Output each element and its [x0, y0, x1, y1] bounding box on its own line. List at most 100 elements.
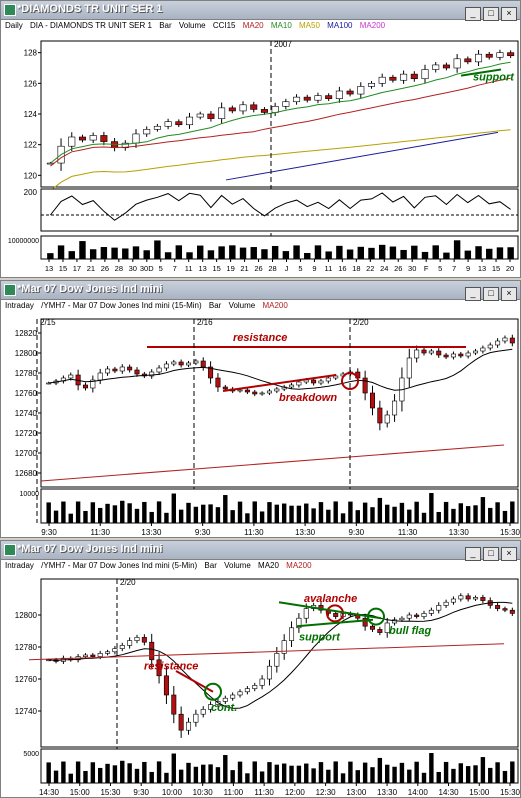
price-bar: [414, 349, 420, 359]
volume-bar: [392, 766, 397, 783]
window-titlebar[interactable]: *DIAMONDS TR UNIT SER 1 _ □ ×: [1, 1, 520, 21]
volume-bar: [414, 501, 419, 523]
volume-bar: [149, 771, 154, 783]
price-bar: [175, 121, 183, 126]
price-bar: [296, 617, 302, 629]
volume-bar: [510, 761, 515, 783]
annotation-label: resistance: [233, 332, 287, 344]
volume-bar: [105, 763, 110, 783]
price-bar: [260, 109, 268, 113]
volume-bar: [237, 761, 243, 783]
volume-bar: [201, 764, 206, 783]
x-tick-label: 9: [312, 264, 316, 273]
volume-bar: [215, 507, 221, 523]
x-tick-label: 13:30: [141, 528, 162, 537]
volume-bar: [370, 767, 375, 783]
close-button[interactable]: ×: [501, 7, 517, 21]
price-bar: [222, 697, 228, 702]
x-tick-label: 9:30: [195, 528, 211, 537]
price-bar: [237, 691, 243, 696]
x-tick-label: 9:30: [349, 528, 365, 537]
date-marker-label: 2007: [274, 40, 292, 49]
price-bar: [406, 614, 412, 619]
moving-average-line: [48, 348, 513, 391]
volume-bar: [89, 249, 97, 259]
volume-bar: [421, 772, 427, 783]
price-bar: [377, 407, 383, 424]
volume-bar: [281, 763, 287, 783]
price-bar: [178, 713, 184, 731]
volume-bar: [399, 502, 405, 523]
price-bar: [458, 353, 464, 357]
min5-chart-canvas[interactable]: 12800 12780 12760 12740 avalanche resistance s…: [1, 571, 520, 797]
y-tick-label: 122: [24, 141, 38, 150]
volume-bar: [488, 767, 493, 783]
price-bar: [105, 651, 111, 654]
volume-bar: [120, 760, 125, 783]
x-tick-label: 21: [240, 264, 248, 273]
price-bar: [507, 52, 515, 57]
min5-chart-window[interactable]: *Mar 07 Dow Jones Ind mini _ □ × Intraday …: [0, 540, 521, 798]
price-bar: [164, 121, 172, 127]
min15-chart-canvas[interactable]: 12820 12800 12780 12760 12740 12720 12700 12680…: [1, 311, 520, 537]
price-bar: [421, 349, 427, 354]
price-bar: [90, 654, 96, 657]
volume-bar: [186, 502, 191, 523]
volume-bar: [223, 495, 228, 523]
volume-bar: [259, 771, 265, 783]
volume-bar: [340, 513, 346, 523]
x-tick-label: 15:00: [70, 788, 91, 797]
price-bar: [414, 614, 420, 617]
ma200-label: MA200: [286, 561, 312, 570]
price-bar: [281, 640, 287, 654]
price-bar: [97, 372, 103, 381]
window-title: *Mar 07 Dow Jones Ind mini: [17, 283, 163, 295]
x-tick-label: 17: [73, 264, 81, 273]
volume-bar: [68, 251, 75, 259]
volume-bar: [362, 762, 368, 783]
x-tick-label: 13: [198, 264, 206, 273]
price-bar: [369, 392, 375, 409]
volume-bar: [475, 246, 482, 259]
daily-chart-window[interactable]: *DIAMONDS TR UNIT SER 1 _ □ × Daily DIA - …: [0, 0, 521, 278]
window-titlebar[interactable]: *Mar 07 Dow Jones Ind mini _ □ ×: [1, 281, 520, 301]
x-tick-label: 7: [173, 264, 177, 273]
volume-bar: [143, 250, 150, 259]
maximize-button[interactable]: □: [483, 547, 499, 561]
maximize-button[interactable]: □: [483, 7, 499, 21]
minimize-button[interactable]: _: [465, 7, 481, 21]
price-bar: [186, 116, 194, 126]
price-bar: [89, 135, 97, 141]
price-bar: [480, 347, 486, 352]
window-titlebar[interactable]: *Mar 07 Dow Jones Ind mini _ □ ×: [1, 541, 520, 561]
x-tick-label: 20: [506, 264, 514, 273]
volume-bar: [436, 771, 441, 783]
x-tick-label: 13:30: [377, 788, 398, 797]
close-button[interactable]: ×: [501, 287, 517, 301]
chart-icon: [4, 284, 16, 296]
volume-bar: [218, 246, 225, 259]
volume-bar: [458, 763, 464, 783]
volume-bar: [250, 247, 257, 259]
volume-bar: [53, 510, 59, 523]
volume-bar: [267, 762, 272, 783]
volume-bar: [90, 762, 96, 783]
min15-chart-window[interactable]: *Mar 07 Dow Jones Ind mini _ □ × Intraday …: [0, 280, 521, 538]
minimize-button[interactable]: _: [465, 547, 481, 561]
price-bar: [149, 641, 155, 661]
price-bar: [156, 659, 162, 677]
close-button[interactable]: ×: [501, 547, 517, 561]
price-bar: [392, 400, 398, 416]
volume-bar: [436, 511, 441, 523]
price-bar: [406, 357, 412, 379]
maximize-button[interactable]: □: [483, 287, 499, 301]
daily-chart-canvas[interactable]: 128 126 124 122 120 support 2007 200 10000000 13 1…: [1, 31, 520, 277]
volume-bar: [112, 505, 118, 523]
volume-bar: [252, 501, 257, 523]
price-bar: [465, 595, 471, 600]
price-bar: [428, 609, 434, 614]
minimize-button[interactable]: _: [465, 287, 481, 301]
price-bar: [400, 73, 408, 81]
price-bar: [112, 368, 118, 372]
x-tick-label: 13:30: [295, 528, 316, 537]
